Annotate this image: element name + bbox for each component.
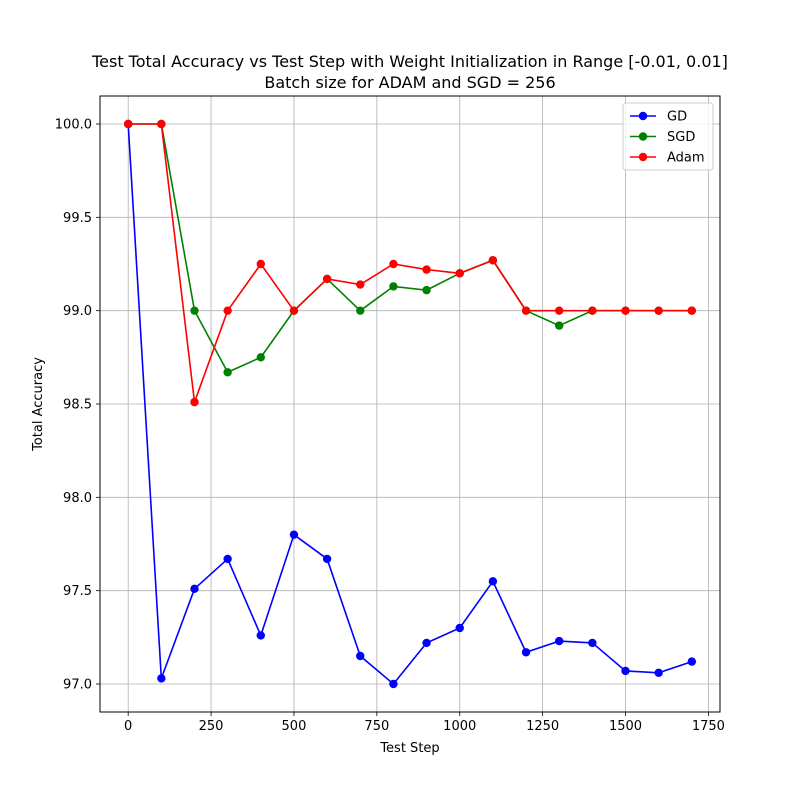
- data-point-adam: [157, 119, 166, 129]
- data-point-gd: [289, 530, 299, 539]
- data-point-sgd: [356, 306, 365, 315]
- data-point-adam: [389, 259, 398, 269]
- x-tick-label: 250: [199, 719, 224, 734]
- data-point-adam: [554, 306, 564, 315]
- y-tick-label: 98.5: [63, 398, 92, 413]
- y-tick-label: 99.0: [63, 304, 92, 319]
- chart-title-line-1: Test Total Accuracy vs Test Step with We…: [91, 52, 728, 71]
- legend-box: [622, 102, 714, 171]
- data-point-gd: [422, 638, 431, 648]
- legend-marker-gd: [638, 111, 648, 121]
- series-lines: [123, 119, 697, 689]
- data-point-adam: [289, 306, 299, 315]
- data-point-sgd: [554, 321, 564, 330]
- legend-marker-adam: [638, 152, 648, 162]
- y-axis-label: Total Accuracy: [31, 357, 46, 452]
- data-point-adam: [521, 306, 531, 315]
- legend-label-adam: Adam: [667, 151, 705, 166]
- data-point-gd: [190, 584, 199, 593]
- data-point-sgd: [223, 368, 232, 377]
- data-point-gd: [554, 636, 564, 646]
- data-point-sgd: [389, 282, 398, 291]
- x-tick-label: 0: [124, 719, 132, 734]
- data-point-adam: [123, 119, 133, 129]
- data-point-gd: [322, 554, 332, 564]
- series-line-adam: [128, 123, 692, 403]
- x-tick-label: 1750: [692, 719, 725, 734]
- data-point-adam: [190, 397, 199, 407]
- legend: GD SGD Adam: [622, 102, 714, 171]
- y-tick-label: 99.5: [63, 211, 92, 226]
- data-point-sgd: [422, 285, 431, 295]
- data-point-adam: [356, 280, 365, 289]
- data-point-gd: [654, 668, 663, 677]
- y-tick-label: 97.5: [63, 584, 92, 599]
- data-point-adam: [488, 256, 498, 265]
- plot-area-frame: [99, 95, 721, 713]
- data-point-gd: [488, 577, 498, 586]
- data-point-gd: [621, 666, 630, 676]
- legend-label-gd: GD: [667, 110, 687, 125]
- series-line-gd: [127, 123, 693, 686]
- legend-label-sgd: SGD: [667, 130, 695, 145]
- series-line-sgd: [128, 123, 692, 374]
- data-point-gd: [256, 631, 266, 640]
- x-tick-label: 1500: [609, 719, 642, 734]
- data-point-adam: [455, 269, 464, 278]
- data-point-sgd: [256, 353, 266, 362]
- y-tick-label: 97.0: [63, 678, 92, 693]
- data-point-adam: [422, 265, 431, 274]
- data-point-gd: [223, 554, 232, 564]
- data-point-adam: [687, 306, 697, 315]
- y-tick-label: 98.0: [63, 491, 92, 506]
- x-tick-label: 1000: [443, 719, 476, 734]
- data-point-adam: [654, 306, 663, 315]
- axis-ticks: 0 250 500 750 1000 1250 1500 1750 97.0 97.5 98.0 98…: [55, 118, 725, 735]
- data-point-gd: [356, 651, 365, 661]
- x-tick-label: 1250: [526, 719, 559, 734]
- x-tick-label: 750: [364, 719, 389, 734]
- data-point-gd: [157, 674, 166, 683]
- data-point-gd: [588, 638, 597, 648]
- x-tick-label: 500: [282, 719, 307, 734]
- data-point-adam: [223, 306, 232, 315]
- data-point-sgd: [190, 306, 199, 315]
- y-tick-label: 100.0: [55, 118, 92, 133]
- data-point-adam: [256, 259, 266, 269]
- data-point-gd: [521, 648, 531, 657]
- data-point-adam: [588, 306, 597, 315]
- data-point-gd: [389, 679, 398, 689]
- data-point-gd: [687, 657, 697, 666]
- data-point-gd: [455, 623, 464, 633]
- x-axis-label: Test Step: [379, 741, 439, 756]
- data-point-adam: [322, 274, 332, 284]
- legend-marker-sgd: [638, 132, 648, 141]
- data-point-adam: [621, 306, 630, 315]
- chart-title-line-2: Batch size for ADAM and SGD = 256: [264, 73, 555, 92]
